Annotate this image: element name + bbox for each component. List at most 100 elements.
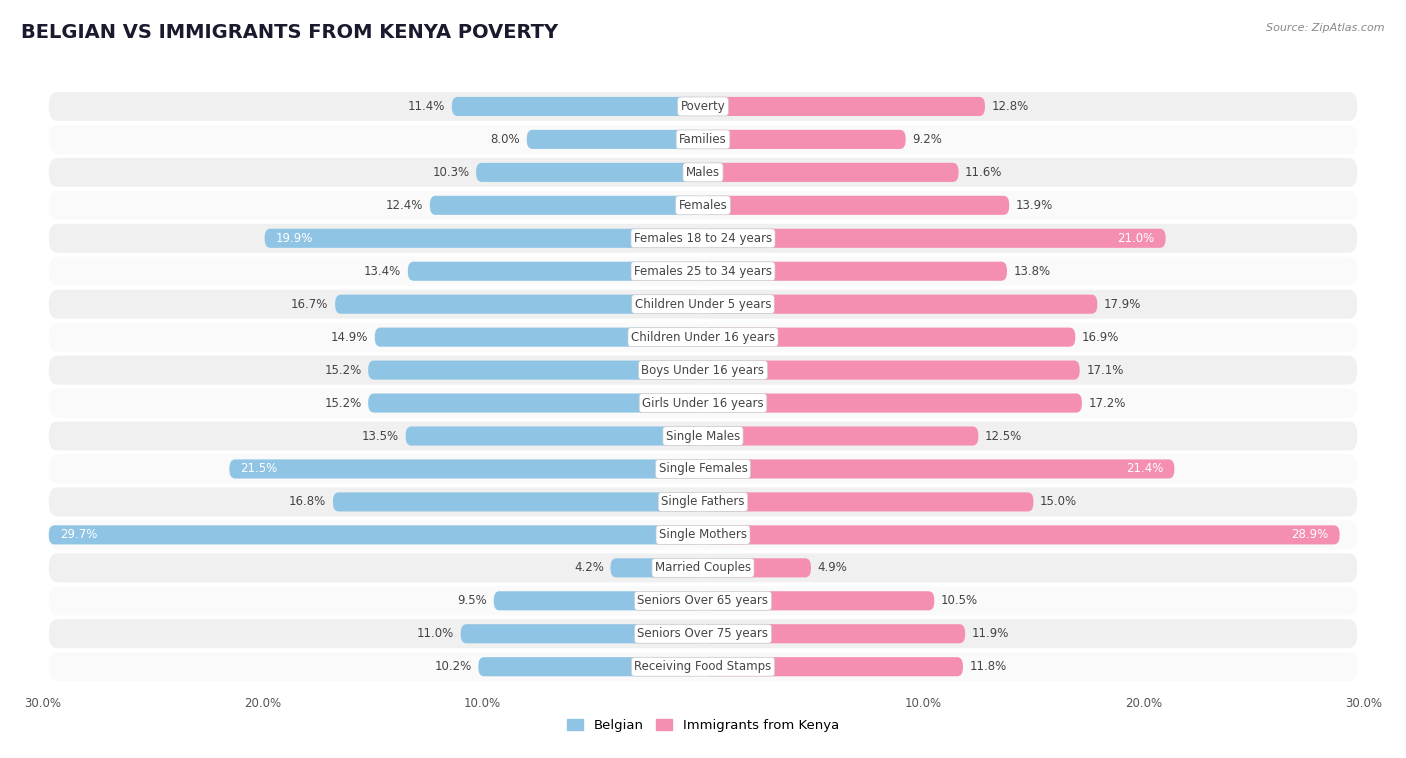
Text: Seniors Over 65 years: Seniors Over 65 years <box>637 594 769 607</box>
FancyBboxPatch shape <box>703 427 979 446</box>
FancyBboxPatch shape <box>49 652 1357 681</box>
Text: Single Fathers: Single Fathers <box>661 496 745 509</box>
Text: 21.4%: 21.4% <box>1126 462 1163 475</box>
FancyBboxPatch shape <box>49 389 1357 418</box>
Text: 10.5%: 10.5% <box>941 594 979 607</box>
FancyBboxPatch shape <box>49 586 1357 615</box>
Legend: Belgian, Immigrants from Kenya: Belgian, Immigrants from Kenya <box>561 714 845 738</box>
Text: 16.8%: 16.8% <box>290 496 326 509</box>
FancyBboxPatch shape <box>49 158 1357 187</box>
Text: 12.4%: 12.4% <box>385 199 423 211</box>
Text: 21.0%: 21.0% <box>1118 232 1154 245</box>
FancyBboxPatch shape <box>703 624 965 644</box>
Text: 8.0%: 8.0% <box>491 133 520 146</box>
FancyBboxPatch shape <box>430 196 703 215</box>
FancyBboxPatch shape <box>49 455 1357 484</box>
Text: 17.1%: 17.1% <box>1087 364 1123 377</box>
Text: Females: Females <box>679 199 727 211</box>
FancyBboxPatch shape <box>368 361 703 380</box>
Text: 10.2%: 10.2% <box>434 660 471 673</box>
Text: Single Females: Single Females <box>658 462 748 475</box>
Text: Children Under 5 years: Children Under 5 years <box>634 298 772 311</box>
FancyBboxPatch shape <box>703 493 1033 512</box>
Text: 13.9%: 13.9% <box>1015 199 1053 211</box>
Text: 9.5%: 9.5% <box>457 594 486 607</box>
FancyBboxPatch shape <box>703 262 1007 280</box>
Text: 10.3%: 10.3% <box>433 166 470 179</box>
FancyBboxPatch shape <box>368 393 703 412</box>
Text: 16.7%: 16.7% <box>291 298 329 311</box>
Text: 15.2%: 15.2% <box>325 396 361 409</box>
FancyBboxPatch shape <box>703 525 1340 544</box>
Text: Seniors Over 75 years: Seniors Over 75 years <box>637 628 769 641</box>
FancyBboxPatch shape <box>49 92 1357 121</box>
FancyBboxPatch shape <box>49 619 1357 648</box>
FancyBboxPatch shape <box>461 624 703 644</box>
FancyBboxPatch shape <box>494 591 703 610</box>
FancyBboxPatch shape <box>49 521 1357 550</box>
Text: Families: Families <box>679 133 727 146</box>
Text: 28.9%: 28.9% <box>1291 528 1329 541</box>
FancyBboxPatch shape <box>703 130 905 149</box>
Text: 11.9%: 11.9% <box>972 628 1010 641</box>
FancyBboxPatch shape <box>703 393 1081 412</box>
Text: Single Males: Single Males <box>666 430 740 443</box>
Text: 13.5%: 13.5% <box>361 430 399 443</box>
FancyBboxPatch shape <box>703 196 1010 215</box>
Text: Females 18 to 24 years: Females 18 to 24 years <box>634 232 772 245</box>
Text: 11.8%: 11.8% <box>970 660 1007 673</box>
Text: 29.7%: 29.7% <box>60 528 97 541</box>
FancyBboxPatch shape <box>49 525 703 544</box>
FancyBboxPatch shape <box>477 163 703 182</box>
FancyBboxPatch shape <box>703 657 963 676</box>
FancyBboxPatch shape <box>703 97 986 116</box>
Text: Single Mothers: Single Mothers <box>659 528 747 541</box>
FancyBboxPatch shape <box>49 356 1357 384</box>
Text: Females 25 to 34 years: Females 25 to 34 years <box>634 265 772 277</box>
FancyBboxPatch shape <box>49 421 1357 450</box>
FancyBboxPatch shape <box>49 191 1357 220</box>
FancyBboxPatch shape <box>478 657 703 676</box>
Text: 11.6%: 11.6% <box>965 166 1002 179</box>
Text: 4.2%: 4.2% <box>574 562 605 575</box>
Text: 15.0%: 15.0% <box>1040 496 1077 509</box>
FancyBboxPatch shape <box>610 559 703 578</box>
FancyBboxPatch shape <box>49 323 1357 352</box>
FancyBboxPatch shape <box>405 427 703 446</box>
FancyBboxPatch shape <box>703 295 1097 314</box>
Text: 17.9%: 17.9% <box>1104 298 1142 311</box>
Text: 19.9%: 19.9% <box>276 232 314 245</box>
Text: 11.0%: 11.0% <box>416 628 454 641</box>
FancyBboxPatch shape <box>703 229 1166 248</box>
FancyBboxPatch shape <box>49 257 1357 286</box>
Text: 14.9%: 14.9% <box>330 330 368 343</box>
Text: Boys Under 16 years: Boys Under 16 years <box>641 364 765 377</box>
Text: Source: ZipAtlas.com: Source: ZipAtlas.com <box>1267 23 1385 33</box>
Text: 12.8%: 12.8% <box>991 100 1029 113</box>
Text: Married Couples: Married Couples <box>655 562 751 575</box>
Text: 13.4%: 13.4% <box>364 265 401 277</box>
FancyBboxPatch shape <box>49 125 1357 154</box>
FancyBboxPatch shape <box>49 553 1357 582</box>
Text: 17.2%: 17.2% <box>1088 396 1126 409</box>
FancyBboxPatch shape <box>229 459 703 478</box>
FancyBboxPatch shape <box>333 493 703 512</box>
Text: 12.5%: 12.5% <box>986 430 1022 443</box>
FancyBboxPatch shape <box>703 327 1076 346</box>
FancyBboxPatch shape <box>527 130 703 149</box>
FancyBboxPatch shape <box>703 559 811 578</box>
FancyBboxPatch shape <box>264 229 703 248</box>
Text: 4.9%: 4.9% <box>817 562 848 575</box>
FancyBboxPatch shape <box>49 290 1357 318</box>
Text: Children Under 16 years: Children Under 16 years <box>631 330 775 343</box>
Text: 16.9%: 16.9% <box>1081 330 1119 343</box>
Text: 13.8%: 13.8% <box>1014 265 1050 277</box>
Text: Poverty: Poverty <box>681 100 725 113</box>
Text: Males: Males <box>686 166 720 179</box>
FancyBboxPatch shape <box>703 591 934 610</box>
FancyBboxPatch shape <box>335 295 703 314</box>
Text: 9.2%: 9.2% <box>912 133 942 146</box>
Text: 21.5%: 21.5% <box>240 462 277 475</box>
Text: Receiving Food Stamps: Receiving Food Stamps <box>634 660 772 673</box>
FancyBboxPatch shape <box>49 224 1357 252</box>
